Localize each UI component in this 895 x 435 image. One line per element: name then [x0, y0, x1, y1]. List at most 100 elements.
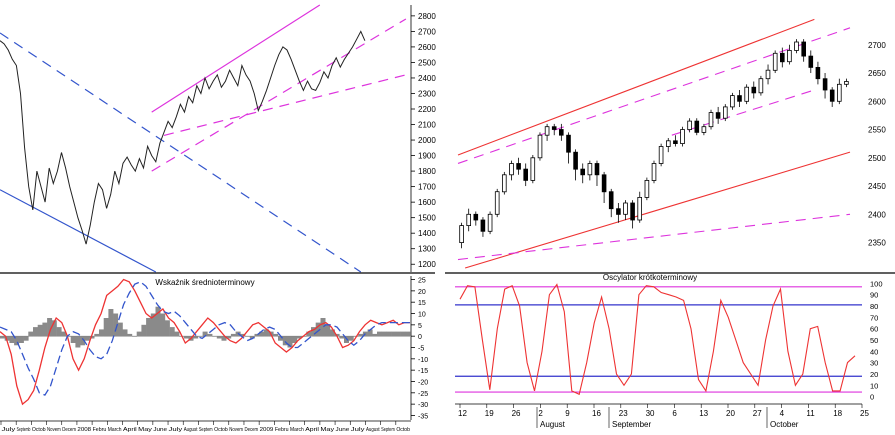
candle-body: [480, 219, 486, 232]
right-price-panel: 2350 2400 2450 2500 2550 2600 2650 2700: [457, 18, 886, 269]
x-tick-label: Octob: [32, 427, 46, 433]
x-tick-label: 6: [672, 409, 677, 418]
candle-body: [537, 134, 543, 159]
histogram-bar: [47, 318, 53, 337]
y-tick-label: 2100: [418, 121, 436, 130]
x-tick-label: April: [305, 427, 319, 433]
y-tick-label: -10: [418, 357, 428, 364]
histogram-bar: [66, 336, 71, 337]
candle-body: [509, 163, 514, 176]
y-tick-label: -20: [418, 379, 428, 386]
candle-body: [794, 41, 799, 51]
x-tick-label: June: [153, 427, 167, 433]
x-tick-label: Octob: [214, 427, 228, 433]
right-oscillator-title: Oscylator krótkoterminowy: [603, 273, 697, 282]
histogram-bar: [296, 336, 302, 339]
oscillator-blue-line: [0, 281, 410, 396]
histogram-bar: [18, 336, 24, 343]
histogram-bar: [42, 322, 48, 337]
histogram-bar: [193, 336, 199, 339]
x-tick-label: July: [2, 427, 16, 433]
histogram-bar: [263, 329, 269, 337]
y-tick-label: -35: [418, 413, 428, 420]
x-tick-label: Decem: [244, 427, 258, 433]
histogram-bar: [14, 336, 20, 346]
histogram-bar: [164, 320, 170, 337]
y-tick-label: 60: [870, 325, 878, 334]
histogram-bar: [372, 333, 378, 337]
candle-body: [694, 120, 700, 133]
trend-line-4: [457, 213, 851, 261]
candle-body: [715, 112, 721, 119]
y-tick-label: 50: [870, 336, 878, 345]
histogram-bar: [155, 306, 161, 337]
x-tick-label: April: [123, 427, 137, 433]
trend-line-2: [457, 27, 851, 164]
candle-body: [673, 140, 678, 145]
histogram-bar: [216, 336, 222, 339]
y-tick-label: 80: [870, 302, 878, 311]
y-tick-label: 40: [870, 347, 878, 356]
histogram-bar: [240, 333, 246, 337]
oscillator-red-line: [0, 278, 410, 406]
histogram-bar: [127, 333, 133, 337]
histogram-bar: [113, 313, 119, 337]
y-tick-label: 20: [418, 289, 426, 296]
x-tick-label: March: [290, 427, 304, 433]
y-tick-label: 2500: [418, 58, 436, 67]
histogram-bar: [141, 324, 147, 337]
x-tick-label: Novem: [47, 427, 61, 433]
candle-body: [530, 157, 536, 181]
candle-body: [787, 50, 792, 63]
y-tick-label: -15: [418, 368, 428, 375]
x-tick-label: Febru: [93, 427, 107, 433]
oscillator-line: [459, 283, 856, 396]
candle-body: [658, 146, 664, 164]
x-tick-label: 27: [753, 409, 762, 418]
y-tick-label: -30: [418, 402, 428, 409]
candle-body: [666, 140, 671, 147]
candle-body: [551, 126, 557, 130]
y-tick-label: 2000: [418, 136, 436, 145]
histogram-bar: [37, 324, 43, 337]
histogram-bar: [183, 336, 189, 339]
candle-body: [544, 126, 550, 136]
candle-body: [616, 208, 621, 215]
candle-body: [744, 86, 749, 102]
histogram-bar: [108, 309, 114, 337]
y-tick-label: 0: [418, 334, 422, 341]
candle-body: [601, 174, 607, 193]
x-tick-label: Septem: [199, 427, 213, 433]
x-tick-label: 26: [512, 409, 521, 418]
month-label: October: [770, 420, 799, 429]
histogram-bar: [197, 336, 203, 337]
left-price-panel: 1200 1300 1400 1500 1600 1700 1800 1900 2000 2100…: [0, 4, 436, 273]
y-tick-label: 1300: [418, 245, 436, 254]
histogram-bar: [132, 336, 137, 337]
x-tick-label: 4: [780, 409, 785, 418]
trend-line-0: [457, 18, 815, 156]
y-tick-label: 2600: [868, 97, 886, 106]
y-tick-label: 70: [870, 313, 878, 322]
price-series-line: [0, 30, 366, 245]
histogram-bar: [146, 318, 152, 337]
y-tick-label: 25: [418, 278, 426, 285]
x-tick-label: Decem: [62, 427, 76, 433]
candle-body: [772, 52, 778, 71]
candle-body: [651, 163, 657, 181]
x-tick-label: Septem: [381, 427, 395, 433]
candle-body: [523, 168, 528, 181]
candle-body: [701, 126, 707, 133]
candle-body: [644, 179, 650, 198]
y-tick-label: 2500: [868, 154, 886, 163]
trend-line-1: [464, 151, 851, 269]
histogram-bar: [254, 333, 260, 337]
x-tick-label: 9: [565, 409, 570, 418]
candle-body: [680, 129, 685, 145]
candle-body: [580, 168, 585, 176]
x-tick-label: 30: [646, 409, 655, 418]
x-tick-label: Novem: [229, 427, 243, 433]
histogram-bar: [23, 336, 29, 341]
